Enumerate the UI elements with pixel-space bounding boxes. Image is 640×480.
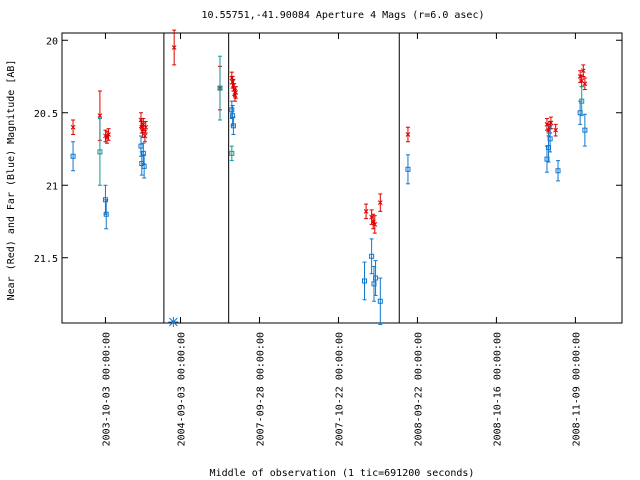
far-point [547,136,553,142]
far-point [230,123,236,129]
x-tick-label: 2007-09-28 00:00:00 [255,332,266,446]
far-point [582,127,588,133]
chart-title: 10.55751,-41.90084 Aperture 4 Mags (r=6.… [202,10,485,21]
far-point [377,298,383,304]
x-tick-label: 2008-09-22 00:00:00 [413,332,424,446]
far-point [140,150,146,156]
near-point [70,124,76,130]
far-point [70,153,76,159]
x-tick-label: 2003-10-03 00:00:00 [101,332,112,446]
far-point [229,107,235,113]
y-tick-label: 21.5 [34,254,58,265]
x-tick-label: 2007-10-22 00:00:00 [334,332,345,446]
far-point [230,113,236,119]
x-tick-label: 2008-11-09 00:00:00 [571,332,582,446]
segment-breaks [163,33,400,323]
far-point [141,163,147,169]
x-tick-label: 2008-10-16 00:00:00 [492,332,503,446]
y-axis: 20 20.5 21 21.5 [34,36,622,265]
x-axis: 2003-10-03 00:00:00 2004-09-03 00:00:00 20… [101,33,582,446]
near-point [372,222,378,227]
far-point [229,150,235,156]
near-point [142,133,148,139]
near-point [363,208,369,214]
far-point [362,278,368,284]
near-point [233,90,239,95]
near-point [548,120,554,126]
y-axis-label: Near (Red) and Far (Blue) Magnitude [AB] [6,60,17,301]
near-point [106,132,111,137]
near-point [377,200,383,206]
y-tick-label: 21 [46,181,58,192]
star-marker [168,317,179,327]
far-point [217,85,223,91]
far-point [405,166,411,172]
data-marks [70,29,588,327]
far-point [373,275,379,281]
near-point [582,81,588,87]
x-axis-label: Middle of observation (1 tic=691200 seco… [210,468,475,479]
x-tick-label: 2004-09-03 00:00:00 [176,332,187,446]
near-point [580,68,586,74]
far-point [555,168,561,174]
plot-frame [61,32,623,324]
near-point [143,124,149,130]
near-point [405,132,411,137]
far-point [97,149,103,155]
y-tick-label: 20 [46,36,58,47]
near-point [171,45,177,50]
near-point [97,113,103,119]
y-tick-label: 20.5 [34,109,58,120]
far-point [103,211,109,217]
far-point [369,253,375,259]
far-point [579,98,585,104]
near-point [553,127,559,133]
